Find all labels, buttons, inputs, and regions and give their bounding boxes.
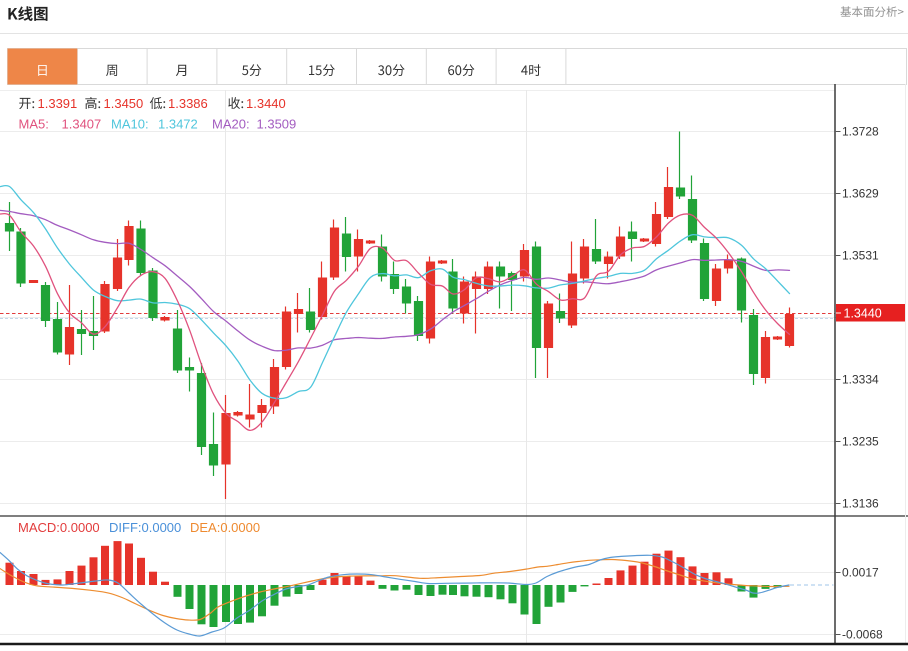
svg-text:DEA:0.0000: DEA:0.0000 bbox=[190, 520, 260, 535]
svg-text:1.3531: 1.3531 bbox=[842, 249, 879, 263]
svg-text:MA5:: MA5: bbox=[19, 117, 49, 132]
svg-text:1.3334: 1.3334 bbox=[842, 373, 879, 387]
svg-text:-0.0068: -0.0068 bbox=[842, 628, 883, 642]
svg-text:DIFF:0.0000: DIFF:0.0000 bbox=[109, 520, 181, 535]
svg-text:1.3235: 1.3235 bbox=[842, 435, 879, 449]
svg-text:1.3391: 1.3391 bbox=[38, 96, 78, 111]
svg-text:1.3450: 1.3450 bbox=[104, 96, 144, 111]
svg-text:MA20:: MA20: bbox=[212, 117, 250, 132]
svg-text:MA10:: MA10: bbox=[111, 117, 149, 132]
svg-text:1.3407: 1.3407 bbox=[62, 117, 102, 132]
svg-text:1.3472: 1.3472 bbox=[158, 117, 198, 132]
svg-text:1.3440: 1.3440 bbox=[844, 307, 882, 321]
svg-text:1.3629: 1.3629 bbox=[842, 187, 879, 201]
svg-text:1.3440: 1.3440 bbox=[246, 96, 286, 111]
svg-text:1.3728: 1.3728 bbox=[842, 125, 879, 139]
svg-text:1.3136: 1.3136 bbox=[842, 497, 879, 511]
svg-text:1.3509: 1.3509 bbox=[257, 117, 297, 132]
svg-text:MACD:0.0000: MACD:0.0000 bbox=[18, 520, 100, 535]
svg-text:0.0017: 0.0017 bbox=[842, 566, 879, 580]
svg-text:1.3386: 1.3386 bbox=[168, 96, 208, 111]
